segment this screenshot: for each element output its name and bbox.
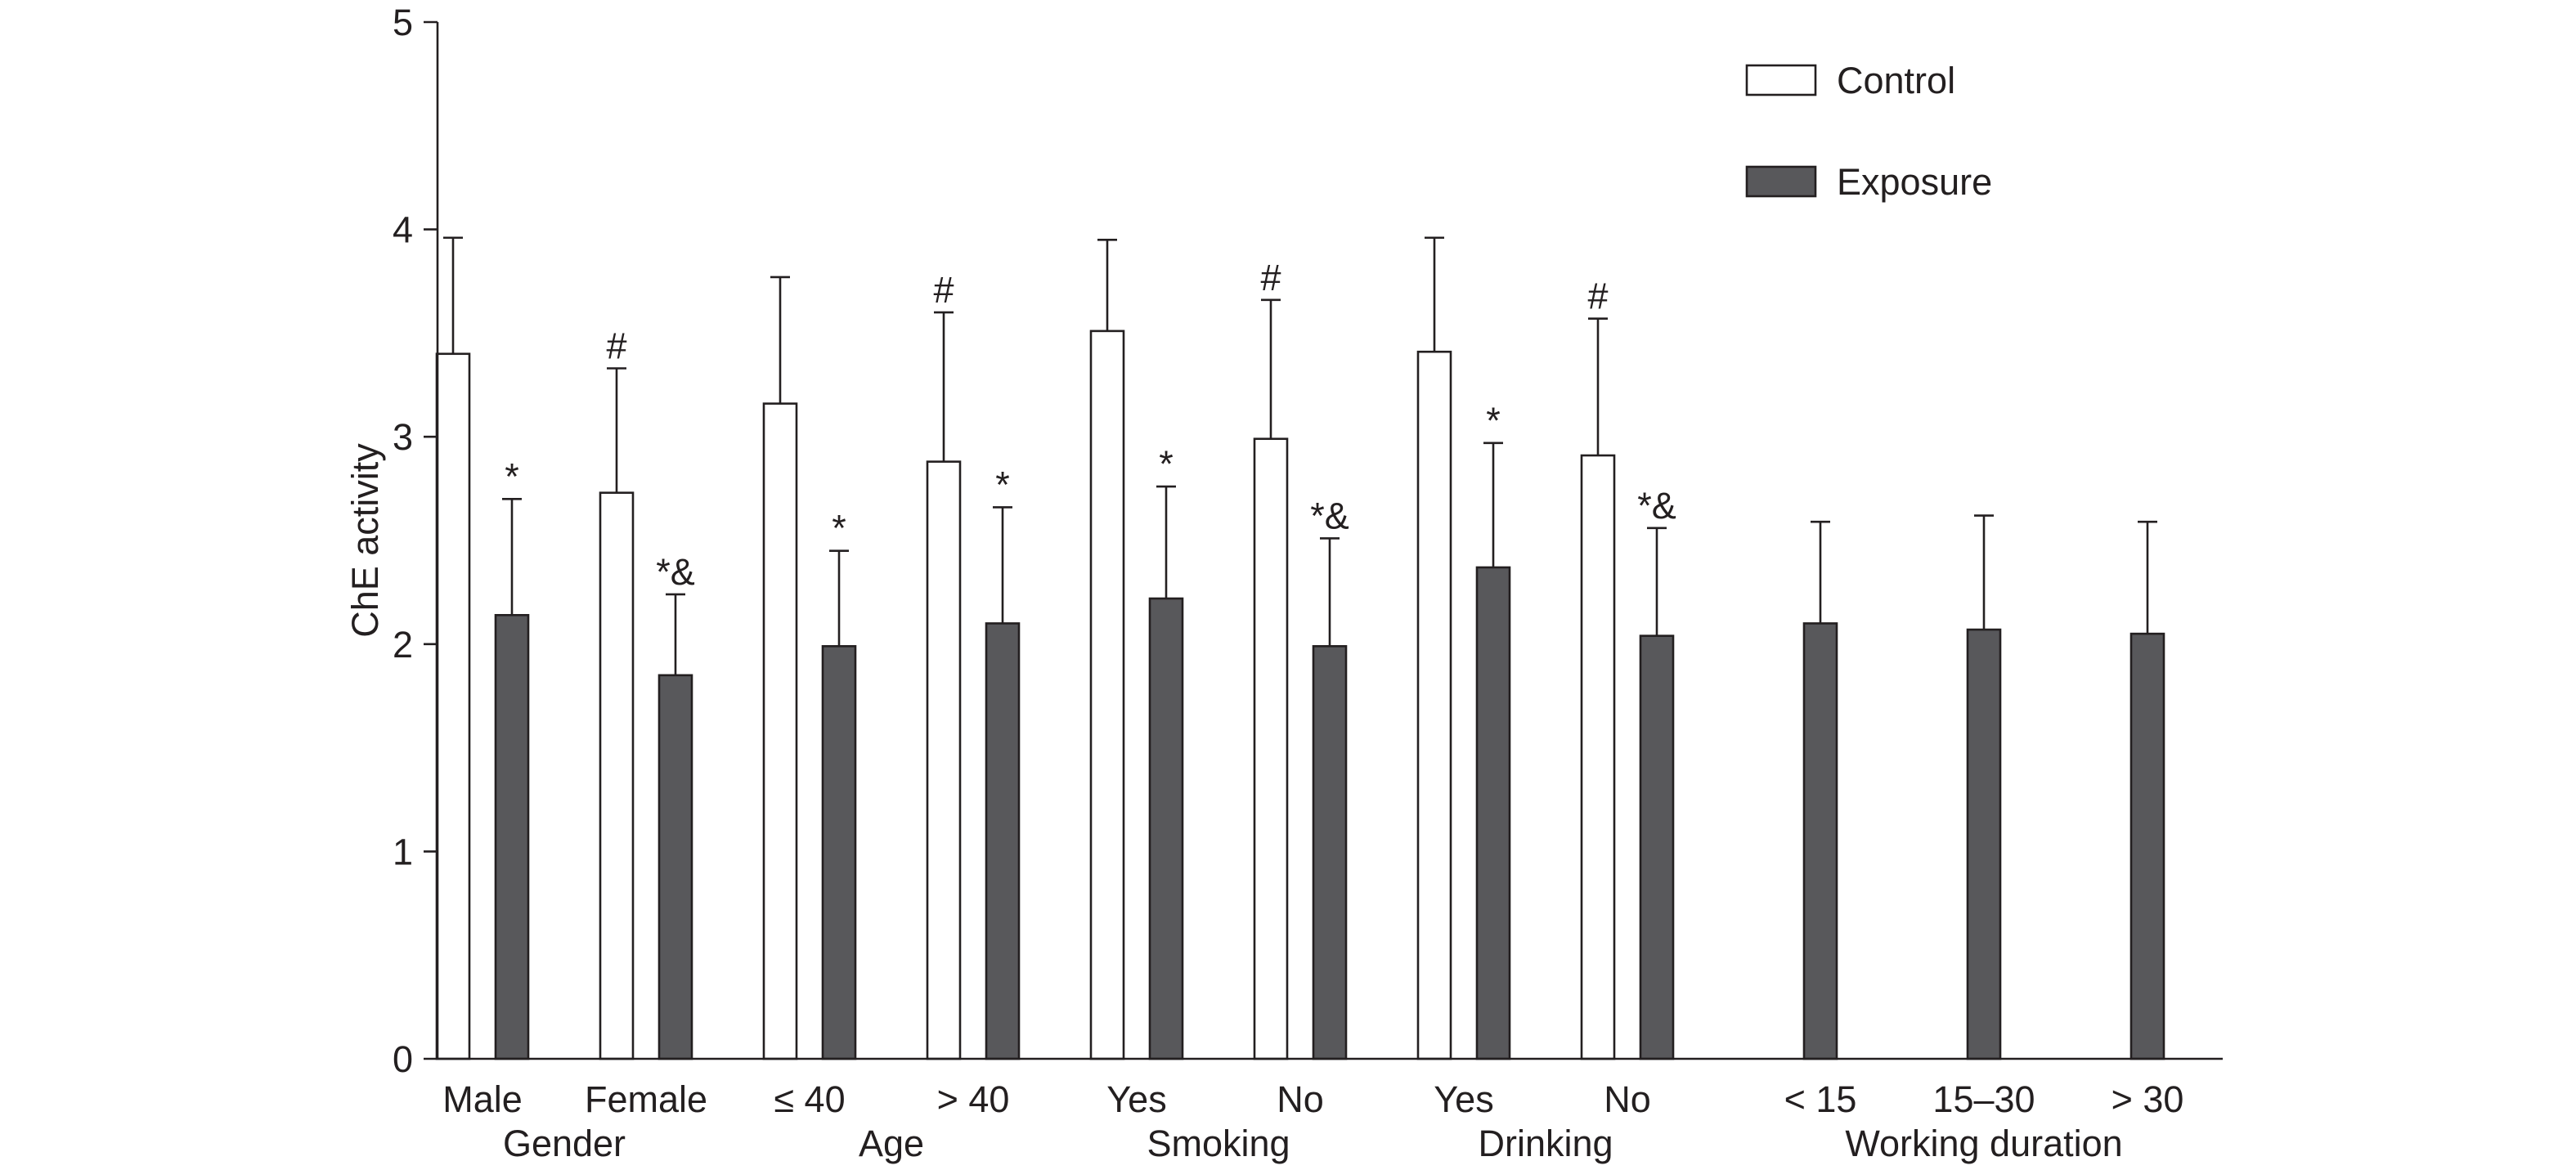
x-tick-label: Yes bbox=[1106, 1078, 1166, 1120]
x-tick-label: No bbox=[1277, 1078, 1324, 1120]
legend-swatch-exposure bbox=[1745, 165, 1817, 198]
significance-label: # bbox=[933, 269, 954, 311]
bar-control bbox=[1089, 329, 1125, 1060]
legend-label-control: Control bbox=[1837, 60, 1955, 101]
x-tick-label: 15–30 bbox=[1932, 1078, 2035, 1120]
x-group-label: Drinking bbox=[1478, 1123, 1613, 1164]
bar-exposure bbox=[2129, 632, 2165, 1060]
significance-label: * bbox=[505, 455, 519, 497]
y-tick-label: 3 bbox=[393, 416, 413, 458]
y-tick-label: 0 bbox=[393, 1038, 413, 1080]
significance-label: *& bbox=[656, 551, 695, 593]
legend-swatch-control bbox=[1745, 64, 1817, 96]
y-axis-label: ChE activity bbox=[344, 443, 386, 638]
bar-control bbox=[1580, 454, 1616, 1060]
legend-label-exposure: Exposure bbox=[1837, 161, 1992, 203]
x-tick-label: No bbox=[1604, 1078, 1651, 1120]
significance-label: *& bbox=[1310, 495, 1349, 536]
y-axis: 0 1 2 3 4 5 bbox=[393, 2, 439, 1080]
bar-exposure bbox=[1802, 622, 1838, 1060]
significance-label: * bbox=[995, 464, 1010, 505]
bar-exposure bbox=[1966, 628, 2002, 1060]
x-tick-label: < 15 bbox=[1784, 1078, 1857, 1120]
legend: Control Exposure bbox=[1745, 60, 1992, 203]
bar-control bbox=[1253, 437, 1289, 1060]
y-tick-label: 2 bbox=[393, 624, 413, 666]
bar-exposure bbox=[1639, 634, 1675, 1060]
x-tick-label: > 40 bbox=[937, 1078, 1010, 1120]
y-tick-label: 5 bbox=[393, 2, 413, 43]
significance-label: *& bbox=[1637, 485, 1676, 527]
x-group-label: Smoking bbox=[1147, 1123, 1290, 1164]
significance-label: * bbox=[1159, 443, 1174, 485]
y-tick-label: 4 bbox=[393, 209, 413, 251]
significance-label: # bbox=[606, 325, 626, 367]
x-group-label: Gender bbox=[503, 1123, 626, 1164]
significance-label: # bbox=[1587, 276, 1608, 317]
bar-exposure bbox=[1312, 645, 1348, 1060]
x-group-label: Working duration bbox=[1845, 1123, 2122, 1164]
x-tick-label: > 30 bbox=[2112, 1078, 2184, 1120]
bar-control bbox=[926, 460, 962, 1060]
bar-control bbox=[1416, 350, 1452, 1060]
x-tick-label: Yes bbox=[1434, 1078, 1493, 1120]
bar-exposure bbox=[1148, 597, 1184, 1060]
bar-exposure bbox=[985, 622, 1021, 1060]
x-tick-label: Male bbox=[442, 1078, 523, 1120]
x-axis: Male Female ≤ 40 > 40 Yes No Yes No < 15 15–30 > 3… bbox=[438, 1057, 2223, 1164]
x-tick-label: ≤ 40 bbox=[774, 1078, 845, 1120]
significance-label: * bbox=[1486, 400, 1501, 442]
significance-label: # bbox=[1260, 257, 1281, 298]
bar-control bbox=[435, 352, 471, 1060]
y-tick-label: 1 bbox=[393, 831, 413, 872]
bar-control bbox=[762, 402, 798, 1060]
x-tick-label: Female bbox=[585, 1078, 707, 1120]
bar-exposure bbox=[821, 645, 857, 1060]
bar-exposure bbox=[657, 674, 693, 1060]
significance-label: * bbox=[832, 508, 846, 549]
bar-exposure bbox=[1475, 566, 1511, 1060]
bar-exposure bbox=[494, 613, 530, 1060]
plot-area: * # *& * # * * # *& * # *& bbox=[435, 236, 2165, 1060]
x-group-label: Age bbox=[859, 1123, 924, 1164]
bar-control bbox=[599, 491, 635, 1060]
